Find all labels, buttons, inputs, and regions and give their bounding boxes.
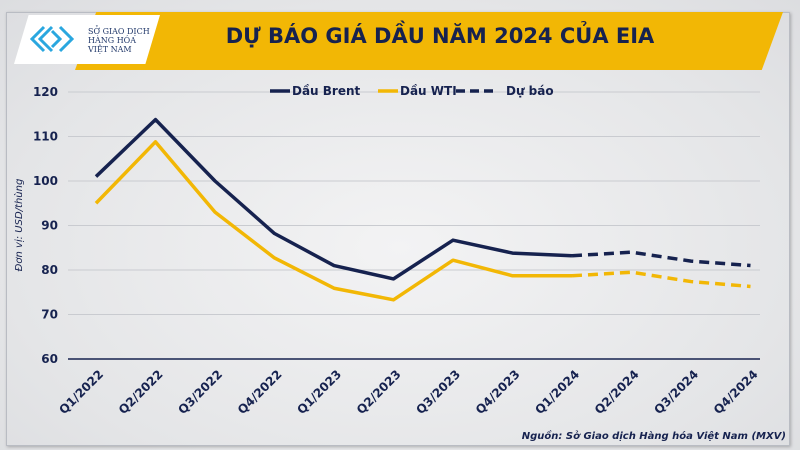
logo-mark-icon: [29, 25, 75, 53]
x-tick-label: Q1/2023: [294, 367, 344, 417]
x-tick-label: Q3/2023: [413, 367, 463, 417]
x-tick-label: Q4/2024: [711, 367, 761, 417]
x-tick-label: Q4/2022: [235, 367, 285, 417]
legend-label-brent: Dầu Brent: [292, 84, 361, 98]
y-tick-label: 80: [41, 263, 58, 277]
x-tick-label: Q2/2022: [116, 367, 166, 417]
x-tick-label: Q4/2023: [473, 367, 523, 417]
series-line-brent: [94, 117, 573, 281]
forecast-line-wti: [571, 270, 751, 289]
legend-label-forecast: Dự báo: [506, 84, 554, 98]
logo-line: VIỆT NAM: [88, 45, 132, 54]
source-note: Nguồn: Sở Giao dịch Hàng hóa Việt Nam (M…: [521, 431, 786, 442]
x-tick-label: Q1/2024: [532, 367, 582, 417]
legend-label-wti: Dầu WTI: [400, 84, 457, 98]
y-axis-label: Đơn vị: USD/thùng: [13, 179, 25, 272]
y-tick-label: 100: [33, 174, 58, 188]
x-tick-label: Q3/2024: [651, 367, 701, 417]
logo-text: SỞ GIAO DỊCH HÀNG HÓA VIỆT NAM: [88, 27, 150, 54]
logo: [14, 15, 160, 64]
x-tick-label: Q2/2024: [592, 367, 642, 417]
forecast-line-brent: [571, 250, 751, 268]
logo-line: SỞ GIAO DỊCH: [88, 27, 150, 36]
y-tick-label: 120: [33, 85, 58, 99]
series-line-wti: [94, 140, 572, 302]
y-tick-label: 70: [41, 308, 58, 322]
x-tick-label: Q3/2022: [175, 367, 225, 417]
title-banner: [75, 12, 783, 70]
logo-line: HÀNG HÓA: [88, 36, 136, 45]
y-tick-label: 60: [41, 352, 58, 366]
y-tick-label: 110: [33, 130, 58, 144]
x-tick-label: Q1/2022: [56, 367, 106, 417]
x-tick-label: Q2/2023: [354, 367, 404, 417]
chart-title: DỰ BÁO GIÁ DẦU NĂM 2024 CỦA EIA: [225, 24, 655, 48]
y-tick-label: 90: [41, 219, 58, 233]
